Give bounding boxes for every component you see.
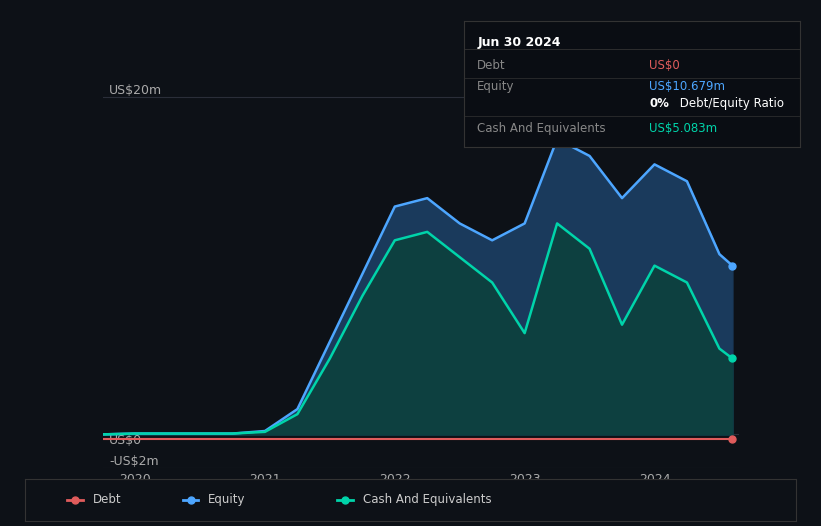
Text: Equity: Equity [209, 493, 245, 506]
Text: Equity: Equity [477, 80, 515, 93]
Text: Debt/Equity Ratio: Debt/Equity Ratio [676, 97, 784, 109]
Text: 0%: 0% [649, 97, 669, 109]
Text: Debt: Debt [477, 59, 506, 72]
Text: US$0: US$0 [109, 434, 142, 448]
Text: Cash And Equivalents: Cash And Equivalents [477, 122, 606, 135]
Text: Debt: Debt [93, 493, 122, 506]
Text: Jun 30 2024: Jun 30 2024 [477, 36, 561, 49]
Text: -US$2m: -US$2m [109, 455, 158, 468]
Text: US$5.083m: US$5.083m [649, 122, 717, 135]
Text: US$20m: US$20m [109, 84, 162, 97]
Text: Cash And Equivalents: Cash And Equivalents [363, 493, 491, 506]
Text: US$0: US$0 [649, 59, 680, 72]
Text: US$10.679m: US$10.679m [649, 80, 725, 93]
